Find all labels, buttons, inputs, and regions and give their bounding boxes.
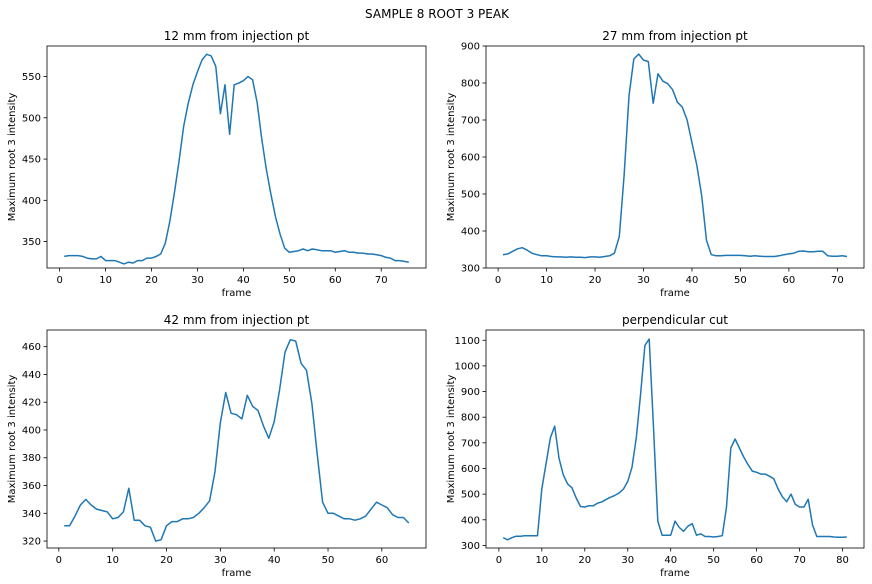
x-tick-label: 50 [707,555,720,566]
x-tick-label: 10 [106,555,119,566]
x-axis-label: frame [222,568,252,579]
x-tick-label: 30 [191,275,204,286]
y-axis-label: Maximum root 3 intensity [446,93,457,222]
figure-suptitle: SAMPLE 8 ROOT 3 PEAK [365,7,510,21]
y-tick-label: 300 [461,541,480,552]
y-tick-label: 400 [22,425,41,436]
x-tick-label: 80 [836,555,849,566]
x-tick-label: 70 [793,555,806,566]
y-tick-label: 900 [461,387,480,398]
y-tick-label: 350 [22,237,41,248]
y-axis-label: Maximum root 3 intensity [446,375,457,504]
x-tick-label: 30 [637,275,650,286]
x-tick-label: 40 [268,555,281,566]
y-tick-label: 400 [461,515,480,526]
x-tick-label: 10 [99,275,112,286]
axes-frame [46,45,427,269]
x-tick-label: 50 [322,555,335,566]
x-tick-label: 40 [686,275,699,286]
x-tick-label: 0 [56,275,62,286]
subplot-perpendicular-cut: 0 10 20 30 40 50 60 70 80 300 400 500 600 700 800 900 10… [446,313,865,579]
y-tick-label: 550 [22,72,41,83]
series-line [502,53,848,259]
y-tick-label: 500 [22,113,41,124]
x-axis-label: frame [660,288,690,299]
y-tick-label: 600 [461,153,480,164]
x-tick-label: 0 [56,555,62,566]
x-tick-label: 60 [375,555,388,566]
x-tick-label: 20 [578,555,591,566]
y-tick-label: 400 [461,227,480,238]
axes-frame [46,329,427,549]
y-tick-label: 600 [461,464,480,475]
y-tick-label: 500 [461,190,480,201]
subplot-title: perpendicular cut [622,313,728,327]
series-line [64,53,409,265]
x-tick-label: 0 [495,275,501,286]
x-tick-label: 60 [750,555,763,566]
y-tick-label: 800 [461,79,480,90]
x-tick-label: 40 [664,555,677,566]
y-tick-label: 1000 [455,361,480,372]
y-tick-label: 360 [22,481,41,492]
x-axis-label: frame [660,568,690,579]
series-line [502,338,847,541]
y-tick-label: 420 [22,398,41,409]
x-tick-label: 40 [237,275,250,286]
series-line [64,338,410,542]
x-axis-label: frame [222,288,252,299]
x-tick-label: 10 [535,555,548,566]
y-tick-label: 1100 [455,336,480,347]
y-tick-label: 320 [22,537,41,548]
y-tick-label: 400 [22,196,41,207]
x-tick-label: 60 [783,275,796,286]
y-tick-label: 800 [461,413,480,424]
y-axis-label: Maximum root 3 intensity [7,93,18,222]
x-tick-label: 50 [283,275,296,286]
x-tick-label: 70 [375,275,388,286]
y-tick-label: 460 [22,342,41,353]
x-tick-label: 30 [214,555,227,566]
y-tick-label: 380 [22,453,41,464]
y-tick-label: 900 [461,42,480,53]
y-axis-label: Maximum root 3 intensity [7,375,18,504]
x-tick-label: 20 [145,275,158,286]
subplot-title: 42 mm from injection pt [164,313,310,327]
y-tick-label: 340 [22,509,41,520]
y-tick-label: 500 [461,490,480,501]
x-tick-label: 20 [589,275,602,286]
y-tick-label: 440 [22,370,41,381]
x-tick-label: 20 [160,555,173,566]
x-tick-label: 70 [831,275,844,286]
y-tick-label: 450 [22,155,41,166]
subplot-42mm: 0 10 20 30 40 50 60 320 340 360 380 400 420 440 460 42 … [7,313,427,579]
subplot-12mm: 0 10 20 30 40 50 60 70 350 400 450 500 550 12 mm from… [7,29,427,299]
subplot-27mm: 0 10 20 30 40 50 60 70 300 400 500 600 700 800 900 27 m… [446,29,865,299]
axes-frame [485,329,865,549]
y-tick-label: 700 [461,438,480,449]
subplot-title: 12 mm from injection pt [164,29,310,43]
y-tick-label: 700 [461,116,480,127]
x-tick-label: 50 [734,275,747,286]
y-tick-label: 300 [461,264,480,275]
x-tick-label: 10 [540,275,553,286]
x-tick-label: 0 [496,555,502,566]
subplot-title: 27 mm from injection pt [602,29,748,43]
x-tick-label: 30 [621,555,634,566]
x-tick-label: 60 [329,275,342,286]
